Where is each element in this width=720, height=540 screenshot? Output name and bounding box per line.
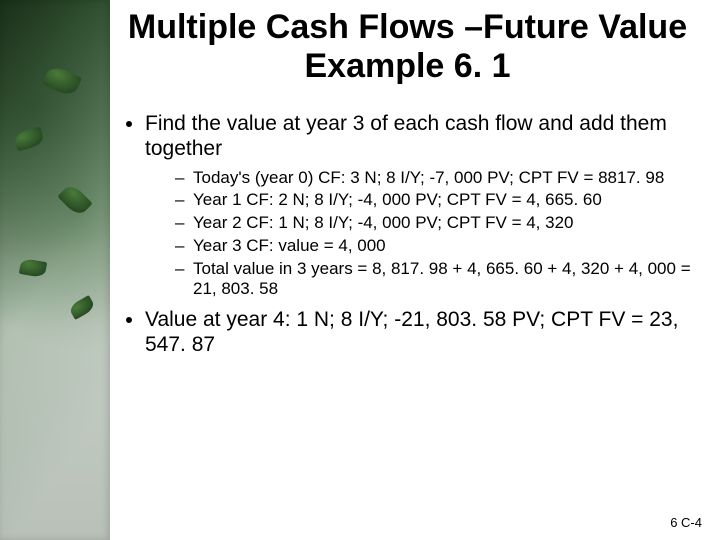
bullet-text: Find the value at year 3 of each cash fl… [145,112,667,160]
sub-bullet-list: Today's (year 0) CF: 3 N; 8 I/Y; -7, 000… [145,168,700,300]
sub-bullet-item: Total value in 3 years = 8, 817. 98 + 4,… [175,259,700,300]
bullet-text: Value at year 4: 1 N; 8 I/Y; -21, 803. 5… [145,308,678,356]
slide-title: Multiple Cash Flows –Future Value Exampl… [115,8,700,86]
slide-content: Multiple Cash Flows –Future Value Exampl… [0,0,720,540]
bullet-list: Find the value at year 3 of each cash fl… [115,112,700,357]
bullet-item: Find the value at year 3 of each cash fl… [145,112,700,300]
bullet-item: Value at year 4: 1 N; 8 I/Y; -21, 803. 5… [145,308,700,358]
sub-bullet-item: Today's (year 0) CF: 3 N; 8 I/Y; -7, 000… [175,168,700,189]
sub-bullet-item: Year 3 CF: value = 4, 000 [175,236,700,257]
slide-number: 6 C-4 [670,515,702,530]
sub-bullet-item: Year 1 CF: 2 N; 8 I/Y; -4, 000 PV; CPT F… [175,190,700,211]
sub-bullet-item: Year 2 CF: 1 N; 8 I/Y; -4, 000 PV; CPT F… [175,213,700,234]
